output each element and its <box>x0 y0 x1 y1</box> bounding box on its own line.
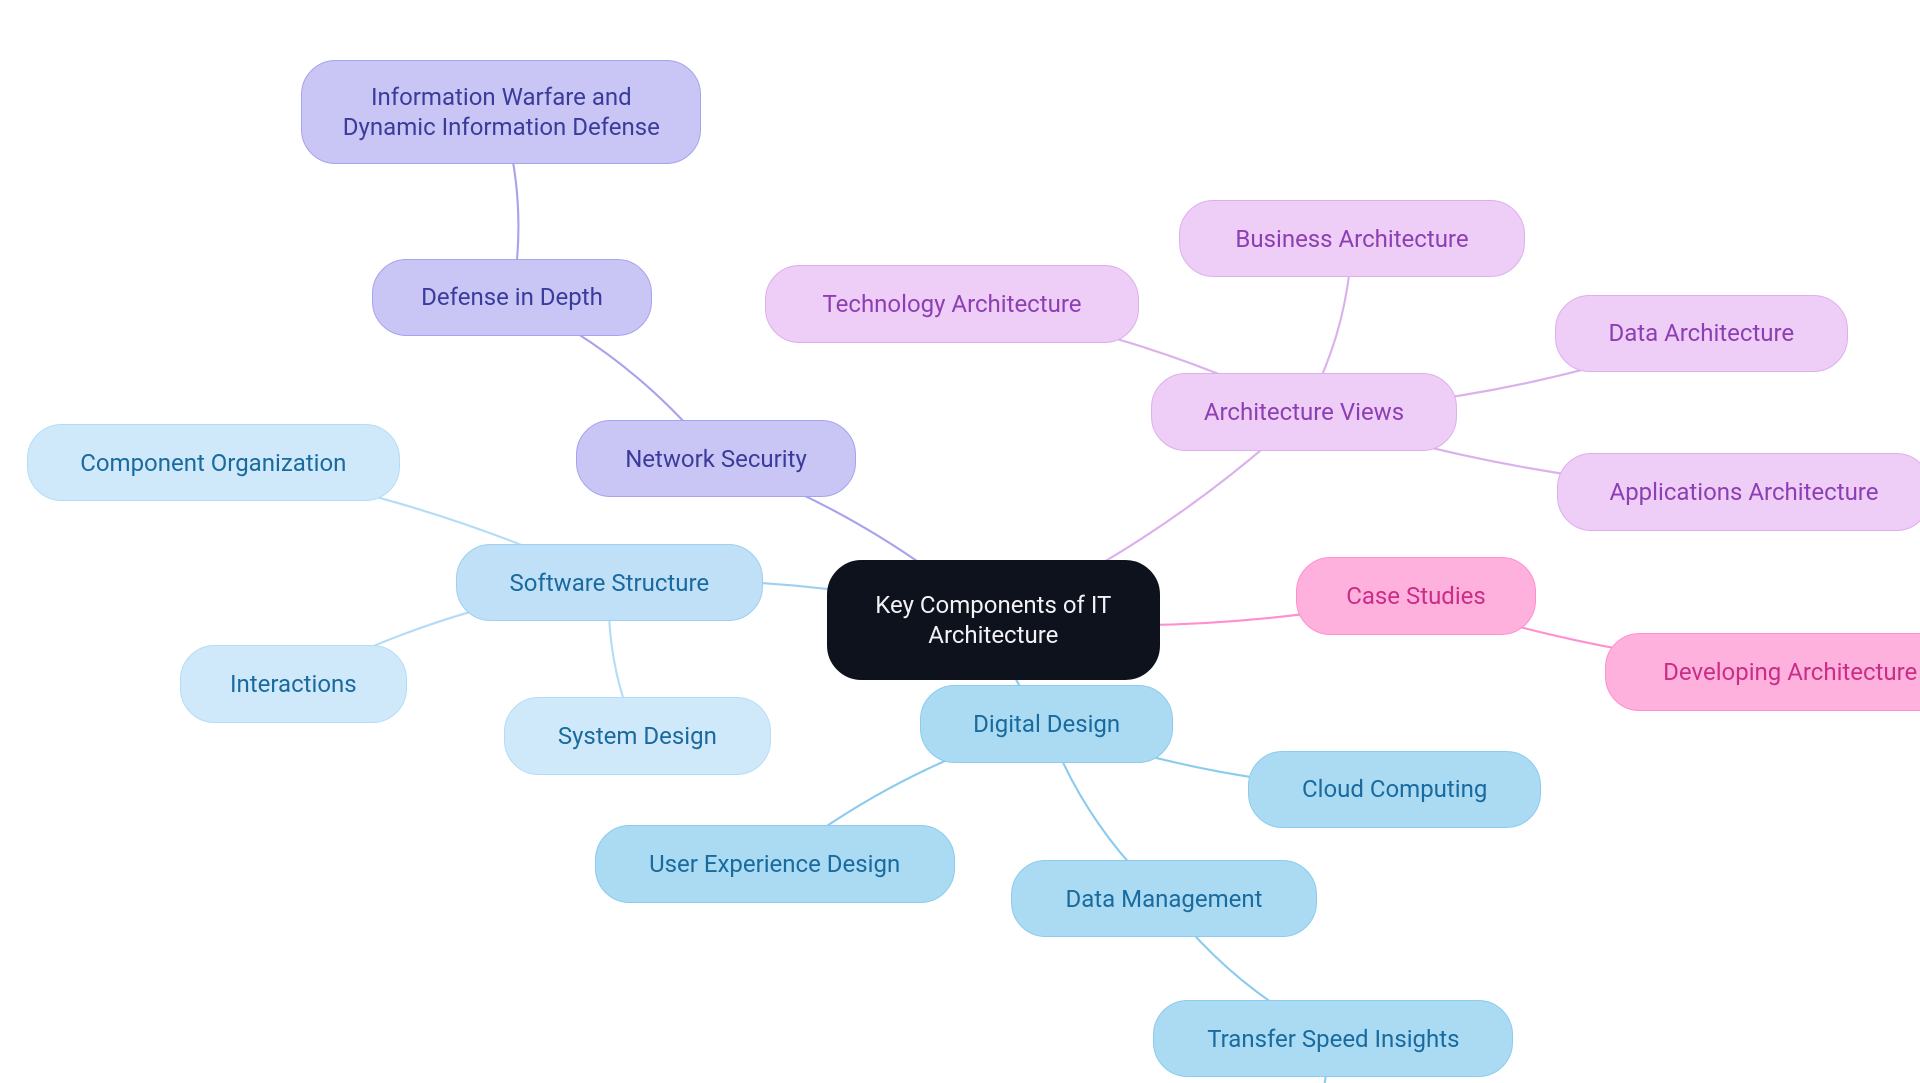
mindmap-canvas: Key Components of IT Architecture Network… <box>0 0 1920 1083</box>
node-devviews: Developing Architecture Views <box>1605 633 1920 710</box>
node-depth: Defense in Depth <box>372 259 652 336</box>
node-netsec: Network Security <box>576 420 856 497</box>
node-archviews: Architecture Views <box>1151 373 1458 450</box>
node-digital: Digital Design <box>920 685 1173 762</box>
node-cases: Case Studies <box>1296 557 1536 634</box>
node-ux: User Experience Design <box>595 825 955 902</box>
node-infowar: Information Warfare and Dynamic Informat… <box>301 60 701 164</box>
node-softstruct: Software Structure <box>456 544 763 621</box>
node-techarch: Technology Architecture <box>765 265 1138 342</box>
node-dataarch: Data Architecture <box>1555 295 1848 372</box>
node-interactions: Interactions <box>180 645 407 722</box>
node-cloud: Cloud Computing <box>1248 751 1541 828</box>
node-center: Key Components of IT Architecture <box>827 560 1160 680</box>
node-comporg: Component Organization <box>27 424 400 501</box>
node-datamgmt: Data Management <box>1011 860 1318 937</box>
node-bizarch: Business Architecture <box>1179 200 1526 277</box>
node-transfer: Transfer Speed Insights <box>1153 1000 1513 1077</box>
edges-layer <box>0 0 1920 1083</box>
node-sysdesign: System Design <box>504 697 771 774</box>
node-apparch: Applications Architecture <box>1557 453 1920 530</box>
